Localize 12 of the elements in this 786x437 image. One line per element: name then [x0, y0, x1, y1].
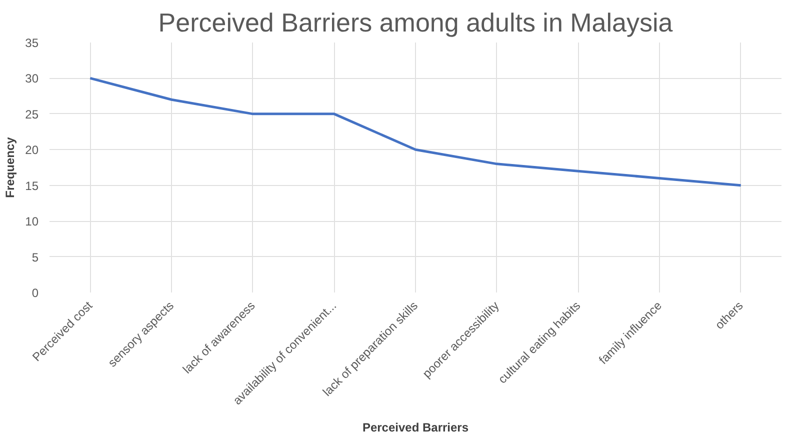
y-tick-label: 10	[25, 214, 39, 229]
y-axis-title: Frequency	[3, 136, 18, 198]
y-tick-label: 0	[32, 286, 39, 300]
chart-title: Perceived Barriers among adults in Malaysia	[158, 8, 674, 38]
y-tick-label: 35	[25, 36, 39, 50]
y-tick-label: 30	[25, 72, 39, 86]
y-tick-label: 15	[25, 178, 39, 193]
x-axis-title: Perceived Barriers	[362, 420, 469, 434]
line-series	[88, 76, 742, 187]
y-tick-label: 5	[32, 250, 39, 264]
y-tick-label: 20	[25, 143, 39, 158]
y-tick-label: 25	[25, 107, 39, 122]
